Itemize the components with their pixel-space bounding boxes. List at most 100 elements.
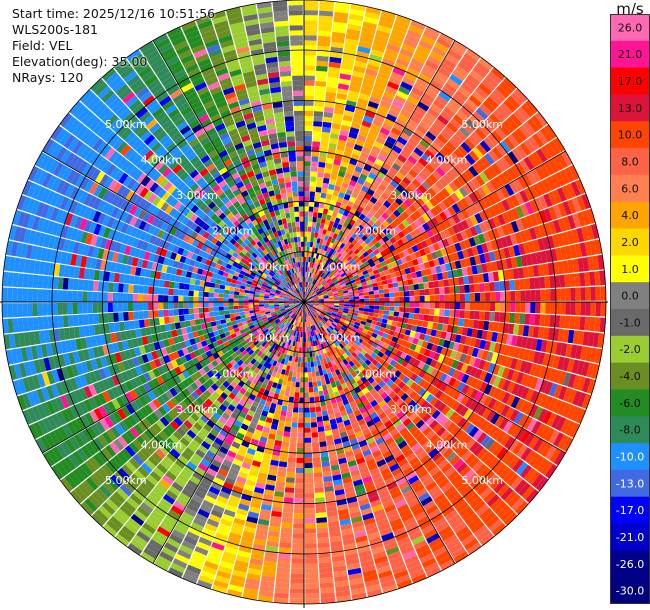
velocity-gate xyxy=(514,232,523,244)
velocity-gate xyxy=(327,272,333,277)
velocity-gate xyxy=(343,267,349,273)
velocity-gate xyxy=(565,343,573,358)
velocity-gate xyxy=(335,259,341,265)
velocity-gate xyxy=(337,322,344,327)
velocity-gate xyxy=(394,302,400,307)
velocity-gate xyxy=(334,6,350,14)
velocity-gate xyxy=(534,378,544,392)
velocity-gate xyxy=(465,118,478,131)
velocity-gate xyxy=(428,335,436,344)
velocity-gate xyxy=(464,284,470,293)
velocity-gate xyxy=(326,312,332,316)
velocity-gate xyxy=(308,256,311,263)
velocity-gate xyxy=(543,193,553,208)
velocity-gate xyxy=(567,214,576,230)
velocity-gate xyxy=(361,317,368,322)
velocity-gate xyxy=(321,311,327,315)
velocity-gate xyxy=(414,302,420,308)
velocity-gate xyxy=(367,154,377,163)
velocity-gate xyxy=(487,229,496,241)
velocity-gate xyxy=(304,483,314,489)
velocity-gate xyxy=(338,255,345,261)
velocity-gate xyxy=(581,226,590,242)
velocity-gate xyxy=(492,88,506,102)
velocity-gate xyxy=(520,386,530,400)
velocity-gate xyxy=(346,284,352,288)
velocity-gate xyxy=(314,280,318,286)
velocity-gate xyxy=(569,244,578,259)
velocity-gate xyxy=(388,204,397,213)
velocity-gate xyxy=(333,159,342,166)
velocity-gate xyxy=(306,342,309,348)
velocity-gate xyxy=(459,310,465,319)
velocity-gate xyxy=(534,111,548,127)
velocity-gate xyxy=(490,352,499,364)
velocity-gate xyxy=(448,278,455,287)
velocity-gate xyxy=(423,314,430,322)
velocity-gate xyxy=(412,277,419,285)
velocity-gate xyxy=(338,295,344,299)
velocity-gate xyxy=(392,188,402,197)
velocity-gate xyxy=(348,90,360,98)
velocity-gate xyxy=(298,402,304,408)
velocity-gate xyxy=(591,363,600,379)
velocity-gate xyxy=(356,269,363,275)
velocity-gate xyxy=(291,422,298,428)
velocity-gate xyxy=(304,171,311,177)
velocity-gate xyxy=(417,276,424,284)
velocity-gate xyxy=(372,86,385,95)
velocity-gate xyxy=(336,175,344,183)
velocity-gate xyxy=(419,248,426,257)
velocity-gate xyxy=(492,364,501,376)
velocity-gate xyxy=(489,282,495,292)
velocity-gate xyxy=(565,302,571,315)
velocity-gate xyxy=(519,190,529,203)
velocity-gate xyxy=(522,416,533,430)
velocity-gate xyxy=(549,275,556,289)
velocity-gate xyxy=(313,305,319,308)
velocity-gate xyxy=(499,140,511,154)
velocity-gate xyxy=(297,362,301,368)
velocity-gate xyxy=(468,356,477,367)
velocity-gate xyxy=(579,272,586,287)
velocity-gate xyxy=(334,264,340,270)
velocity-gate xyxy=(504,280,510,291)
velocity-gate xyxy=(413,228,422,237)
velocity-gate xyxy=(346,95,358,103)
velocity-gate xyxy=(304,135,312,142)
velocity-gate xyxy=(458,276,465,285)
velocity-gate xyxy=(362,314,368,319)
velocity-gate xyxy=(295,472,304,479)
velocity-gate xyxy=(329,178,337,186)
velocity-gate xyxy=(536,148,548,163)
velocity-gate xyxy=(418,314,425,321)
velocity-gate xyxy=(358,129,369,138)
velocity-gate xyxy=(362,78,375,87)
velocity-gate xyxy=(544,143,557,158)
velocity-gate xyxy=(319,278,325,284)
velocity-gate xyxy=(580,302,586,316)
velocity-gate xyxy=(316,50,330,57)
velocity-gate xyxy=(428,350,436,359)
velocity-gate xyxy=(304,166,311,172)
velocity-gate xyxy=(315,275,319,281)
velocity-gate xyxy=(503,137,516,151)
velocity-gate xyxy=(351,284,358,289)
velocity-gate xyxy=(333,257,339,263)
velocity-gate xyxy=(391,201,400,210)
velocity-gate xyxy=(432,75,446,87)
velocity-gate xyxy=(487,206,497,218)
velocity-gate xyxy=(298,412,304,418)
velocity-gate xyxy=(304,382,309,388)
velocity-gate xyxy=(500,404,511,417)
velocity-gate xyxy=(315,191,321,198)
velocity-gate xyxy=(354,321,361,327)
velocity-gate xyxy=(459,293,466,302)
velocity-gate xyxy=(515,145,528,159)
velocity-gate xyxy=(398,345,406,352)
velocity-gate xyxy=(326,252,332,259)
velocity-gate xyxy=(527,118,540,133)
velocity-gate xyxy=(511,148,523,162)
velocity-gate xyxy=(310,231,315,238)
velocity-gate xyxy=(520,336,528,349)
